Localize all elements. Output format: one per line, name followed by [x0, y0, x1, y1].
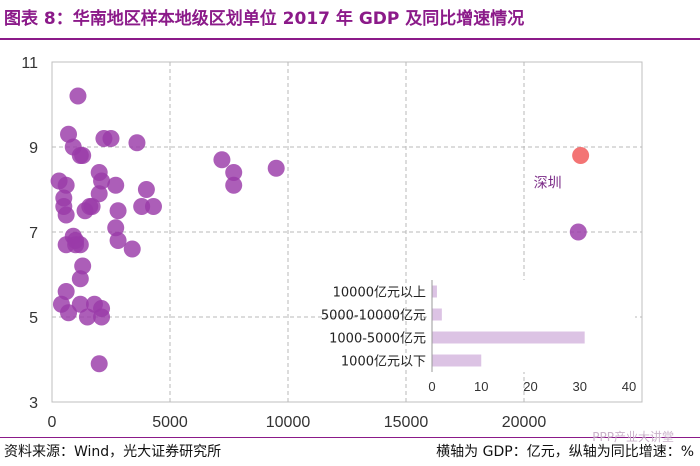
scatter-point [93, 308, 111, 326]
x-tick-label: 20000 [502, 414, 547, 431]
axis-note: 横轴为 GDP：亿元，纵轴为同比增速：% [436, 444, 694, 460]
x-tick-label: 15000 [384, 414, 429, 431]
chart-title: 图表 8：华南地区样本地级区划单位 2017 年 GDP 及同比增速情况 [4, 9, 525, 29]
scatter-point [71, 295, 89, 313]
bar-category-label: 10000亿元以上 [333, 286, 426, 301]
bar-category-label: 1000-5000亿元 [329, 332, 426, 347]
bar [432, 308, 442, 321]
x-tick-label: 0 [48, 414, 57, 431]
scatter-point [225, 164, 243, 181]
scatter-point [213, 151, 231, 169]
inset-x-tick-label: 0 [428, 379, 435, 394]
bar-category-label: 5000-10000亿元 [321, 309, 426, 324]
footer-divider [0, 437, 700, 438]
inset-x-tick-label: 20 [523, 379, 537, 394]
x-tick-label: 10000 [266, 414, 311, 431]
y-tick-label: 9 [29, 140, 38, 157]
bar [432, 354, 482, 367]
scatter-point [137, 181, 155, 198]
scatter-point [57, 176, 75, 194]
scatter-point [60, 304, 78, 322]
scatter-point [109, 232, 127, 249]
watermark: PPP产业大讲堂 [592, 430, 674, 444]
scatter-point [93, 172, 111, 190]
scatter-point [83, 198, 101, 215]
y-tick-label: 11 [21, 55, 38, 72]
point-label: 深圳 [534, 176, 562, 192]
inset-x-tick-label: 40 [622, 379, 636, 394]
scatter-point [267, 159, 285, 177]
title-divider [0, 38, 700, 40]
scatter-point [102, 130, 120, 147]
scatter-point [107, 219, 125, 237]
scatter-point [74, 257, 92, 275]
scatter-point [69, 87, 87, 105]
inset-x-tick-label: 10 [474, 379, 488, 394]
scatter-point [78, 308, 96, 326]
bar [432, 331, 585, 344]
scatter-point [57, 206, 75, 224]
scatter-point [57, 283, 75, 300]
highlight-point [572, 147, 590, 164]
source-note: 资料来源：Wind，光大证券研究所 [4, 444, 222, 460]
scatter-point [74, 147, 92, 164]
y-tick-label: 3 [29, 395, 38, 412]
scatter-point [71, 236, 89, 254]
scatter-point [90, 185, 108, 203]
scatter-point [144, 198, 162, 215]
scatter-point [133, 198, 151, 215]
scatter-point [107, 176, 125, 194]
scatter-point [569, 223, 587, 241]
scatter-point [57, 236, 75, 254]
y-tick-label: 7 [29, 225, 38, 242]
scatter-point [123, 240, 141, 258]
x-tick-label: 5000 [152, 414, 188, 431]
bar [432, 285, 437, 298]
scatter-point [225, 176, 243, 194]
y-tick-label: 5 [29, 310, 38, 327]
scatter-point [109, 202, 127, 220]
scatter-point [60, 125, 78, 143]
inset-x-tick-label: 30 [573, 379, 587, 394]
scatter-point [90, 355, 108, 373]
bar-category-label: 1000亿元以下 [341, 355, 426, 370]
gdp-growth-chart: 3 5 7 9 11 0 5000 10000 15000 20000 10000亿元以上 5000-… [21, 55, 643, 431]
scatter-point [71, 270, 89, 288]
scatter-point [128, 134, 146, 152]
